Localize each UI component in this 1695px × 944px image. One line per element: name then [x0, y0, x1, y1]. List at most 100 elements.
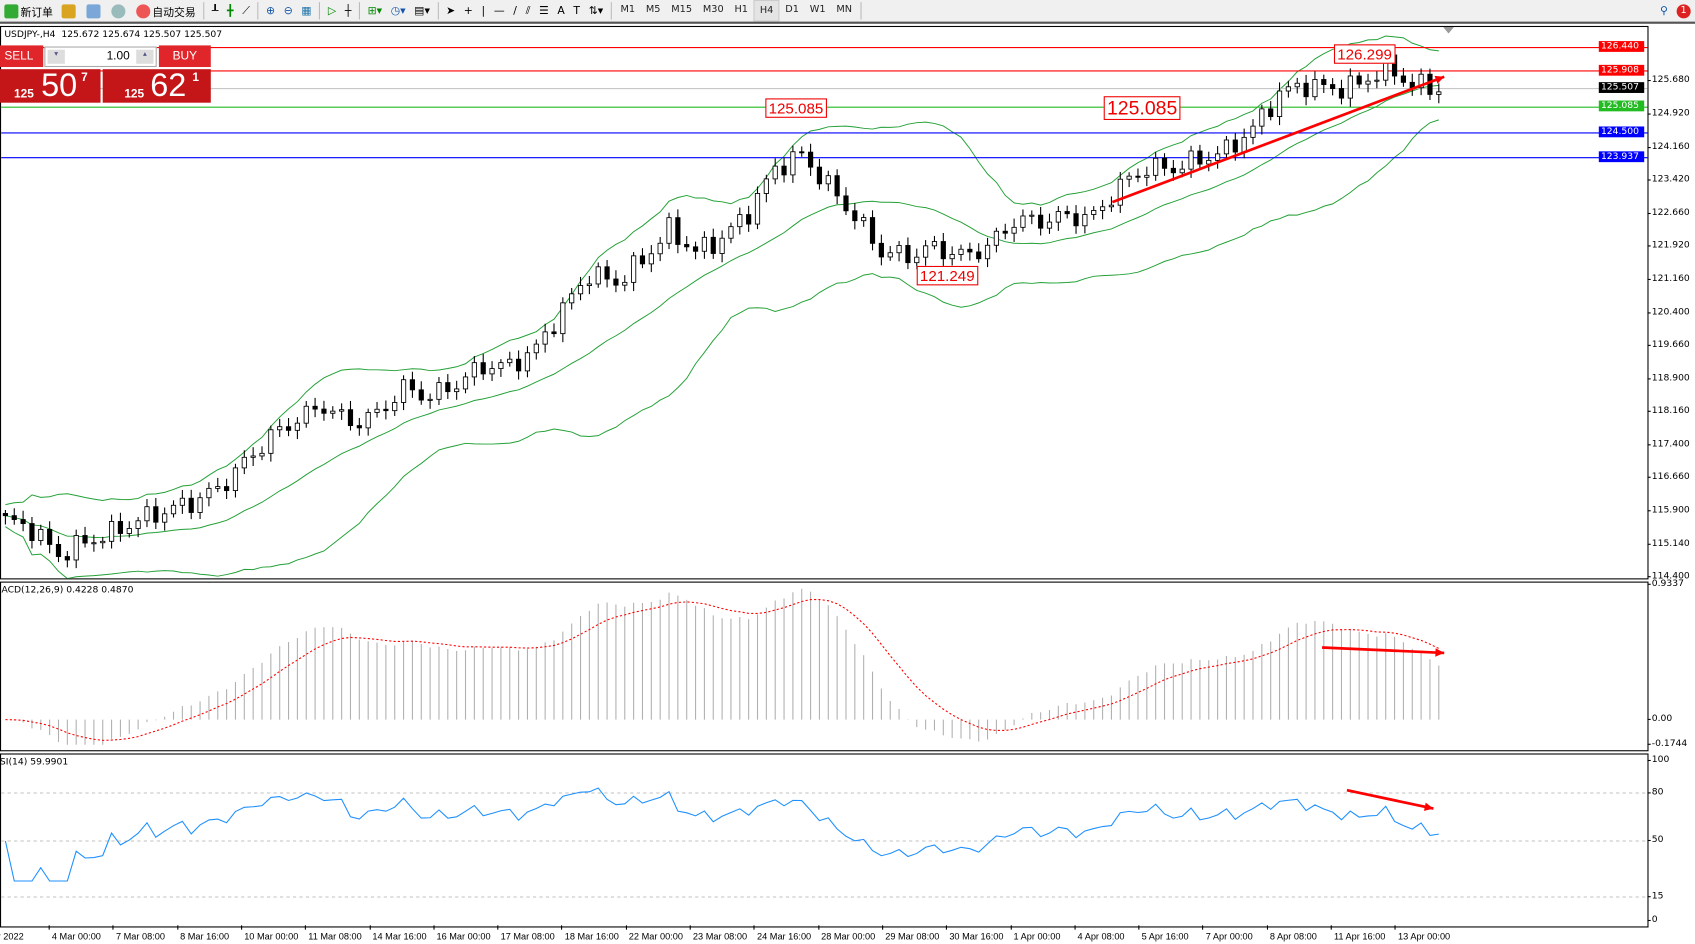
time-tick-label: 29 Mar 08:00: [881, 925, 940, 942]
sell-price[interactable]: 125 50 7: [0, 68, 101, 104]
time-tick-label: 4 Apr 08:00: [1074, 925, 1125, 942]
timeframe-m5[interactable]: M5: [645, 4, 661, 16]
macd-panel[interactable]: [0, 581, 1649, 752]
horizontal-line-button[interactable]: —: [493, 4, 505, 17]
cursor-button[interactable]: ➤: [446, 4, 456, 17]
channel-button[interactable]: ⫽: [525, 4, 531, 17]
time-tick-label: 30 Mar 16:00: [946, 925, 1004, 942]
indicators-button[interactable]: ⊞▾: [367, 4, 383, 17]
notification-badge: 1: [1676, 3, 1691, 18]
auto-trading-icon: [136, 3, 151, 18]
candle-bullish: [1250, 125, 1256, 138]
candle-bearish: [834, 175, 840, 197]
notification-button[interactable]: 1: [1672, 1, 1695, 20]
candle-bullish: [958, 248, 964, 255]
candlestick-button[interactable]: ╋: [227, 4, 234, 17]
new-order-button[interactable]: 新订单: [0, 1, 57, 20]
candle-bearish: [843, 195, 849, 212]
candle-bearish: [20, 519, 26, 524]
timeframe-m30[interactable]: M30: [702, 4, 724, 16]
candle-bearish: [29, 523, 35, 541]
price-chart[interactable]: [0, 25, 1649, 580]
candle-bearish: [869, 217, 876, 244]
price-axis[interactable]: 125.680 124.920 124.160 123.420 122.660 121.9…: [1598, 26, 1695, 582]
text-label-button[interactable]: T: [573, 4, 581, 17]
candle-bullish: [1436, 91, 1442, 95]
candle-bullish: [763, 178, 769, 194]
time-tick-label: 18 Mar 16:00: [561, 925, 619, 942]
autoscroll-button[interactable]: ▷: [327, 4, 337, 17]
annotation-high-2[interactable]: 125.085: [1103, 96, 1181, 120]
navigator-button[interactable]: [82, 1, 107, 20]
periods-button[interactable]: ◷▾: [390, 4, 406, 17]
text-button[interactable]: A: [557, 4, 565, 17]
annotation-low[interactable]: 121.249: [916, 265, 978, 286]
candle-bearish: [1197, 150, 1203, 165]
tile-windows-button[interactable]: ▦: [301, 4, 312, 17]
candle-bullish: [984, 244, 991, 260]
candle-bullish: [259, 452, 265, 457]
volume-down-button[interactable]: ▾: [47, 49, 65, 64]
search-icon[interactable]: ⚲: [1660, 4, 1668, 17]
time-tick-label: 28 Mar 00:00: [817, 925, 876, 942]
candle-bullish: [241, 456, 247, 469]
macd-divergence-arrow: [1322, 646, 1445, 655]
candle-bullish: [701, 236, 708, 252]
trendline-button[interactable]: /: [513, 4, 517, 17]
timeframe-mn[interactable]: MN: [836, 4, 853, 16]
candle-bearish: [1338, 88, 1345, 99]
auto-trading-button[interactable]: 自动交易: [132, 1, 200, 20]
buy-price[interactable]: 125 62 1: [102, 68, 211, 104]
timeframe-h4[interactable]: H4: [753, 0, 780, 22]
rsi-tick-label: 50: [1647, 834, 1664, 846]
arrows-button[interactable]: ⇅▾: [588, 4, 604, 17]
timeframe-d1[interactable]: D1: [785, 4, 799, 16]
zoom-out-button[interactable]: ⊖: [283, 4, 293, 17]
time-tick-label: 23 Mar 08:00: [689, 925, 748, 942]
fibonacci-button[interactable]: ☰: [539, 4, 549, 17]
volume-stepper[interactable]: ▾ 1.00 ▴: [44, 46, 157, 68]
price-tick-label: 121.920: [1647, 239, 1690, 251]
candle-bearish: [1400, 75, 1407, 83]
timeframe-w1[interactable]: W1: [809, 4, 826, 16]
sell-button[interactable]: SELL: [0, 45, 44, 68]
candle-bearish: [1073, 213, 1079, 227]
candle-bullish: [728, 226, 734, 239]
candle-bearish: [188, 497, 194, 513]
annotation-high-1[interactable]: 125.085: [765, 98, 827, 118]
annotation-top[interactable]: 126.299: [1333, 44, 1396, 64]
rsi-panel[interactable]: [0, 753, 1649, 928]
candle-bearish: [153, 506, 159, 523]
candle-bullish: [1188, 150, 1194, 170]
timeframe-m1[interactable]: M1: [620, 4, 636, 16]
candle-bullish: [135, 520, 141, 529]
line-chart-button[interactable]: ⟋: [242, 4, 250, 17]
macd-divergence-arrow-head: [1435, 648, 1445, 657]
zoom-in-button[interactable]: ⊕: [265, 4, 276, 17]
sell-price-prefix: 125: [14, 87, 34, 101]
rsi-tick-label: 0: [1647, 914, 1658, 926]
chart-shift-button[interactable]: ┼: [344, 4, 352, 17]
volume-input[interactable]: 1.00: [106, 49, 130, 63]
time-tick-label: Mar 2022: [0, 931, 24, 942]
signals-button[interactable]: [107, 1, 132, 20]
market-watch-button[interactable]: [57, 1, 82, 20]
timeframe-m15[interactable]: M15: [671, 4, 693, 16]
timeframe-h1[interactable]: H1: [734, 4, 748, 16]
crosshair-button[interactable]: +: [463, 4, 473, 17]
templates-button[interactable]: ▤▾: [414, 4, 430, 17]
volume-up-button[interactable]: ▴: [136, 49, 154, 64]
candle-bearish: [1330, 84, 1336, 89]
vertical-line-button[interactable]: |: [481, 4, 486, 17]
bar-chart-button[interactable]: ┸: [211, 4, 219, 17]
price-tick-label: 117.400: [1647, 438, 1690, 450]
auto-trading-label: 自动交易: [152, 7, 196, 19]
candle-bearish: [604, 266, 610, 280]
candle-bullish: [374, 408, 380, 413]
candle-bullish: [250, 455, 256, 458]
level-tag-125.507: 125.507: [1598, 82, 1645, 93]
buy-button[interactable]: BUY: [158, 45, 211, 68]
rsi-divergence-arrow-head: [1423, 802, 1434, 811]
bollinger-upper: [5, 35, 1439, 506]
candle-bearish: [1161, 157, 1168, 169]
